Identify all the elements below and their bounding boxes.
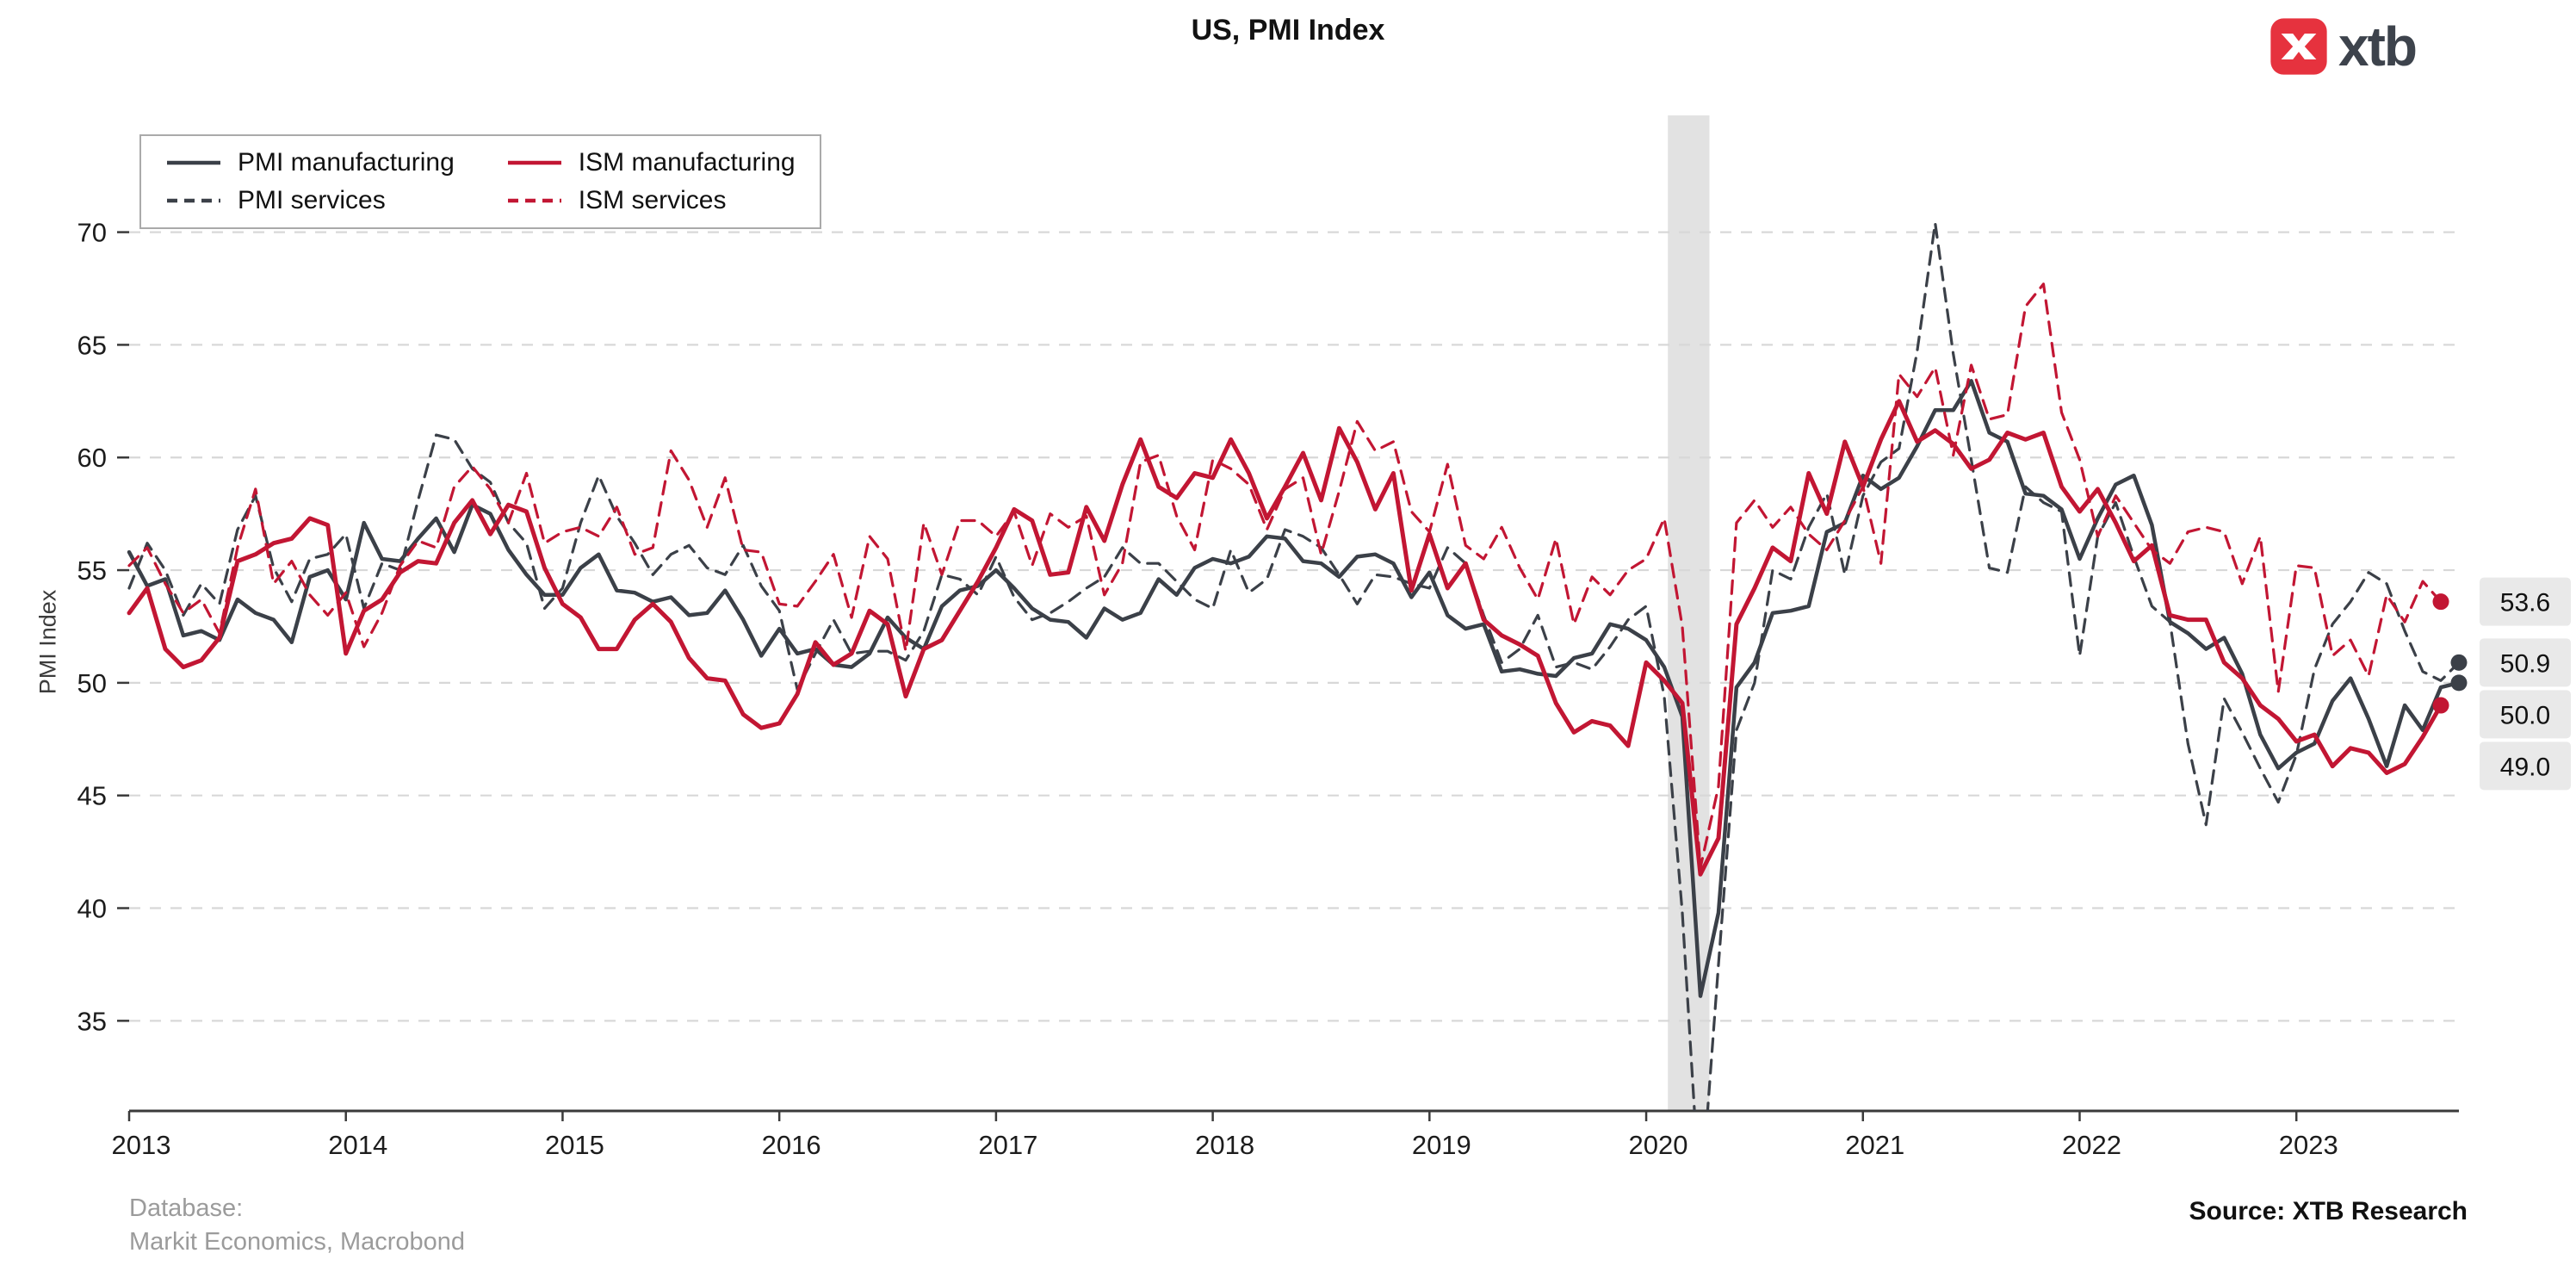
legend-line-sample — [167, 198, 220, 203]
svg-text:2019: 2019 — [1412, 1130, 1471, 1160]
series-end-dot — [2450, 654, 2468, 671]
xtb-logo-text: xtb — [2338, 16, 2418, 78]
svg-text:2022: 2022 — [2062, 1130, 2121, 1160]
legend-item-pmi-services: PMI services — [165, 186, 455, 215]
svg-text:53.6: 53.6 — [2500, 589, 2550, 617]
svg-text:65: 65 — [77, 330, 107, 360]
svg-text:50.0: 50.0 — [2500, 701, 2550, 729]
legend-label: ISM manufacturing — [578, 148, 796, 177]
svg-text:2014: 2014 — [328, 1130, 387, 1160]
svg-text:50.9: 50.9 — [2500, 649, 2550, 678]
svg-text:2017: 2017 — [978, 1130, 1037, 1160]
database-note: Database: Markit Economics, Macrobond — [129, 1192, 465, 1259]
svg-text:50: 50 — [77, 668, 107, 698]
svg-text:40: 40 — [77, 894, 107, 924]
series-pmi-manufacturing — [127, 379, 2461, 998]
svg-text:2013: 2013 — [112, 1130, 171, 1160]
svg-text:2016: 2016 — [762, 1130, 821, 1160]
series-pmi-services — [127, 221, 2461, 1111]
end-value-label — [2480, 577, 2571, 626]
legend-line-sample — [167, 160, 220, 165]
svg-text:2020: 2020 — [1629, 1130, 1688, 1160]
end-value-label — [2480, 638, 2571, 687]
source-note: Source: XTB Research — [2189, 1197, 2468, 1225]
legend-line-sample — [507, 160, 561, 165]
xtb-x-icon — [2270, 18, 2327, 75]
xtb-logo: xtb — [2269, 16, 2418, 78]
legend-item-pmi-manufacturing: PMI manufacturing — [165, 148, 455, 177]
pmi-line-chart: 35 40 45 50 55 60 65 70 2013 2014 2015 2016 2017 2018… — [77, 115, 2571, 1160]
legend-label: ISM services — [578, 186, 727, 214]
page-title: US, PMI Index — [1191, 14, 1385, 47]
database-label: Database: — [129, 1194, 244, 1222]
end-value-label — [2480, 690, 2571, 739]
database-value: Markit Economics, Macrobond — [129, 1228, 466, 1256]
end-value-label — [2480, 741, 2571, 791]
series-ism-manufacturing — [127, 399, 2443, 877]
gridlines: 35 40 45 50 55 60 65 70 — [77, 218, 2459, 1036]
svg-text:70: 70 — [77, 218, 107, 248]
svg-text:60: 60 — [77, 443, 107, 473]
svg-text:45: 45 — [77, 781, 107, 811]
legend-item-ism-services: ISM services — [506, 186, 796, 215]
svg-text:2021: 2021 — [1845, 1130, 1904, 1160]
svg-text:2015: 2015 — [545, 1130, 604, 1160]
svg-text:55: 55 — [77, 555, 107, 586]
legend-label: PMI manufacturing — [238, 148, 455, 177]
series-end-dot — [2432, 593, 2449, 611]
series-ism-services — [127, 282, 2443, 869]
svg-text:2018: 2018 — [1195, 1130, 1254, 1160]
recession-band — [1668, 115, 1710, 1111]
series-end-dot — [2450, 674, 2468, 692]
legend-line-sample — [507, 198, 561, 203]
svg-text:35: 35 — [77, 1006, 107, 1036]
chart-legend: PMI manufacturing PMI services ISM manufac… — [139, 134, 821, 229]
svg-text:49.0: 49.0 — [2500, 753, 2550, 781]
legend-label: PMI services — [238, 186, 386, 214]
series-end-dot — [2432, 697, 2449, 714]
svg-text:2023: 2023 — [2279, 1130, 2338, 1160]
legend-item-ism-manufacturing: ISM manufacturing — [506, 148, 796, 177]
